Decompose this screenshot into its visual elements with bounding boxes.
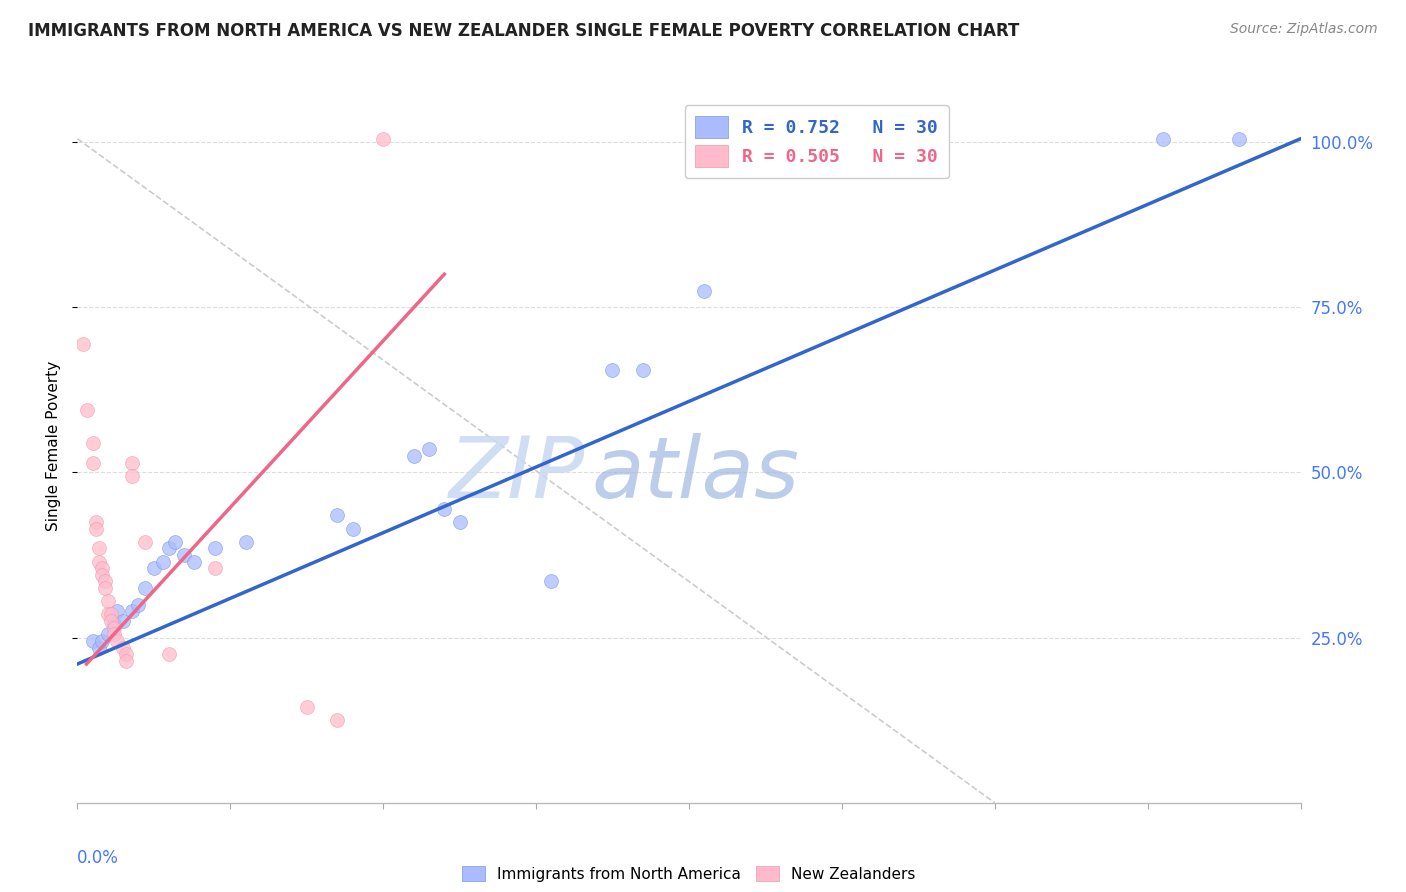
Point — [173, 548, 195, 562]
Point — [371, 132, 394, 146]
Point — [128, 598, 150, 612]
Point — [1152, 132, 1174, 146]
Point — [402, 449, 425, 463]
Point — [115, 654, 138, 668]
Point — [134, 581, 156, 595]
Point — [235, 534, 257, 549]
Point — [82, 435, 104, 450]
Point — [418, 442, 440, 457]
Point — [100, 614, 122, 628]
Point — [134, 534, 156, 549]
Point — [90, 561, 112, 575]
Point — [157, 647, 180, 661]
Point — [326, 508, 349, 523]
Point — [204, 541, 226, 556]
Point — [103, 621, 125, 635]
Point — [90, 567, 112, 582]
Point — [115, 647, 138, 661]
Point — [540, 574, 562, 589]
Point — [87, 541, 110, 556]
Point — [72, 336, 94, 351]
Point — [97, 627, 120, 641]
Point — [342, 522, 364, 536]
Point — [94, 581, 117, 595]
Point — [97, 607, 120, 622]
Y-axis label: Single Female Poverty: Single Female Poverty — [46, 361, 62, 531]
Point — [84, 522, 107, 536]
Point — [1229, 132, 1251, 146]
Point — [157, 541, 180, 556]
Point — [433, 501, 456, 516]
Text: ZIP: ZIP — [449, 433, 585, 516]
Point — [152, 555, 174, 569]
Point — [82, 634, 104, 648]
Text: IMMIGRANTS FROM NORTH AMERICA VS NEW ZEALANDER SINGLE FEMALE POVERTY CORRELATION: IMMIGRANTS FROM NORTH AMERICA VS NEW ZEA… — [28, 22, 1019, 40]
Text: 0.0%: 0.0% — [77, 849, 120, 867]
Point — [82, 456, 104, 470]
Text: Source: ZipAtlas.com: Source: ZipAtlas.com — [1230, 22, 1378, 37]
Point — [449, 515, 471, 529]
Point — [121, 456, 143, 470]
Point — [326, 713, 349, 727]
Legend: Immigrants from North America, New Zealanders: Immigrants from North America, New Zeala… — [456, 860, 922, 888]
Point — [87, 640, 110, 655]
Point — [631, 363, 654, 377]
Point — [103, 627, 125, 641]
Point — [84, 515, 107, 529]
Point — [121, 604, 143, 618]
Point — [112, 614, 135, 628]
Point — [94, 574, 117, 589]
Point — [103, 617, 125, 632]
Point — [121, 468, 143, 483]
Point — [87, 555, 110, 569]
Point — [112, 640, 135, 655]
Point — [105, 604, 128, 618]
Point — [90, 634, 112, 648]
Point — [105, 634, 128, 648]
Point — [142, 561, 165, 575]
Point — [295, 700, 318, 714]
Text: atlas: atlas — [591, 433, 799, 516]
Point — [100, 607, 122, 622]
Point — [76, 402, 98, 417]
Point — [693, 284, 716, 298]
Point — [602, 363, 624, 377]
Point — [183, 555, 205, 569]
Point — [204, 561, 226, 575]
Point — [165, 534, 187, 549]
Point — [97, 594, 120, 608]
